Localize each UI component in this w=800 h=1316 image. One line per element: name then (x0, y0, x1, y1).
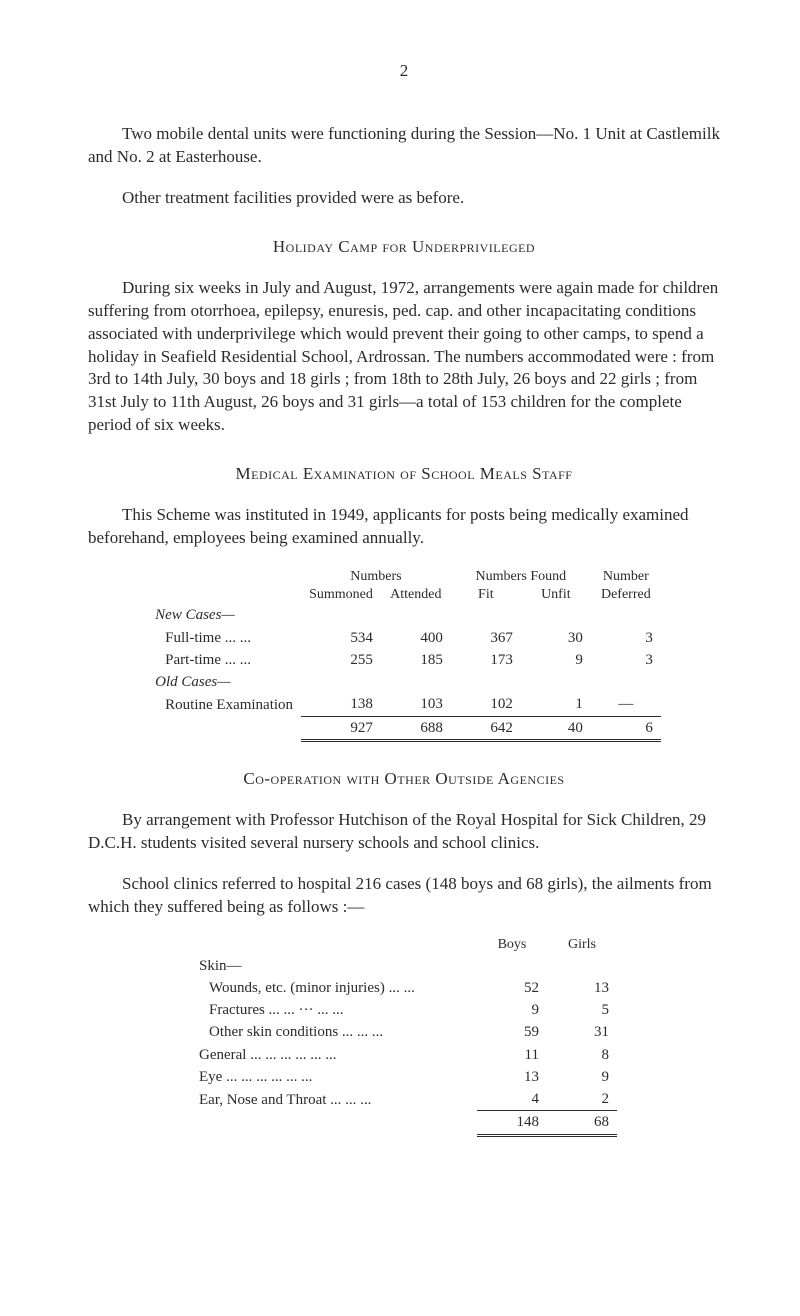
table-row: Full-time ... ... 534 400 367 30 3 (147, 627, 661, 649)
t1-head-numbers-found: Numbers Found (451, 568, 591, 586)
t1-r1-label: Full-time ... ... (147, 627, 301, 649)
t1-head-unfit: Unfit (521, 586, 591, 604)
paragraph-6: School clinics referred to hospital 216 … (88, 873, 720, 919)
t1-head-summoned: Summoned (301, 586, 381, 604)
t1-head-attended: Attended (381, 586, 451, 604)
paragraph-4: This Scheme was instituted in 1949, appl… (88, 504, 720, 550)
heading-medical-exam: Medical Examination of School Meals Staf… (88, 463, 720, 486)
table-row: Other skin conditions ... ... ... 59 31 (191, 1021, 617, 1043)
ailments-table: Boys Girls Skin— Wounds, etc. (minor inj… (191, 936, 617, 1136)
t1-head-number: Number (591, 568, 661, 586)
t2-head-girls: Girls (547, 936, 617, 954)
heading-holiday-camp: Holiday Camp for Underprivileged (88, 236, 720, 259)
table-row: Part-time ... ... 255 185 173 9 3 (147, 649, 661, 671)
paragraph-3: During six weeks in July and August, 197… (88, 277, 720, 438)
t1-totals: 927 688 642 40 6 (147, 716, 661, 740)
paragraph-1: Two mobile dental units were functioning… (88, 123, 720, 169)
heading-cooperation: Co-operation with Other Outside Agencies (88, 768, 720, 791)
t1-head-numbers: Numbers (301, 568, 451, 586)
table-row: Eye ... ... ... ... ... ... 13 9 (191, 1066, 617, 1088)
paragraph-2: Other treatment facilities provided were… (88, 187, 720, 210)
t1-head-deferred: Deferred (591, 586, 661, 604)
table-row: Fractures ... ... ··· ... ... 9 5 (191, 999, 617, 1021)
t2-group-skin: Skin— (191, 955, 477, 977)
medical-exam-table: Numbers Numbers Found Number Summoned At… (147, 568, 661, 742)
table-row: General ... ... ... ... ... ... 11 8 (191, 1044, 617, 1066)
t1-r2-label: Part-time ... ... (147, 649, 301, 671)
t1-r3-label: Routine Examination (147, 693, 301, 716)
t2-totals: 148 68 (191, 1111, 617, 1135)
t2-head-boys: Boys (477, 936, 547, 954)
t1-group-old: Old Cases— (147, 671, 301, 693)
t1-head-fit: Fit (451, 586, 521, 604)
paragraph-5: By arrangement with Professor Hutchison … (88, 809, 720, 855)
table-row: Ear, Nose and Throat ... ... ... 4 2 (191, 1088, 617, 1111)
t1-group-new: New Cases— (147, 604, 301, 626)
table-row: Routine Examination 138 103 102 1 — (147, 693, 661, 716)
page-number: 2 (88, 60, 720, 83)
table-row: Wounds, etc. (minor injuries) ... ... 52… (191, 977, 617, 999)
